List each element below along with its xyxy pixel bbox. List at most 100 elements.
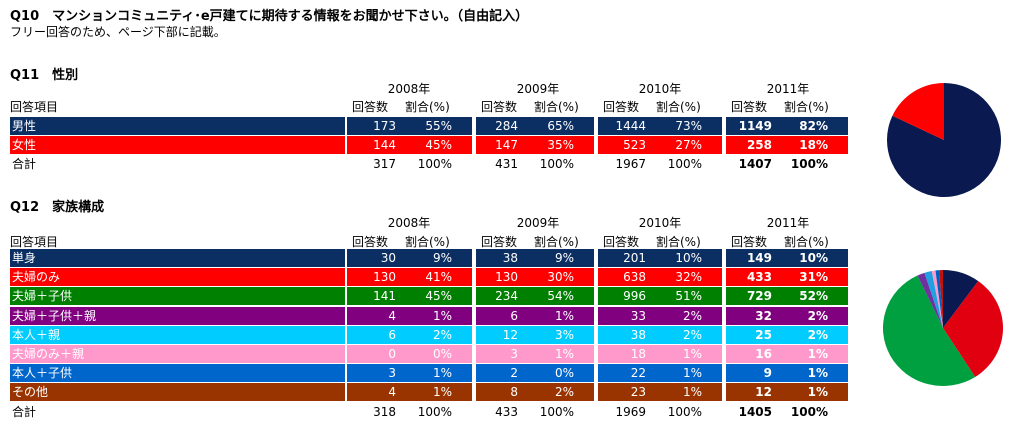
count-value: 32 bbox=[755, 308, 772, 323]
year-cell: 433 31% bbox=[726, 268, 848, 287]
year-cell: 1967 100% bbox=[598, 155, 722, 173]
year-header: 2010年 bbox=[638, 82, 682, 96]
count-header: 回答数 bbox=[481, 100, 518, 114]
count-value: 1407 bbox=[738, 157, 772, 172]
count-value: 25 bbox=[755, 327, 772, 342]
ratio-value: 45% bbox=[425, 289, 452, 304]
table-row: 夫婦のみ＋親 0 0% 3 1% 18 1% 16 1% bbox=[10, 345, 850, 363]
ratio-value: 65% bbox=[547, 119, 574, 133]
pie-slice bbox=[917, 272, 943, 328]
count-value: 173 bbox=[373, 119, 396, 133]
ratio-header: 割合(%) bbox=[534, 235, 579, 249]
pie-slice bbox=[931, 270, 943, 328]
year-cell: 201 10% bbox=[598, 249, 722, 267]
ratio-value: 2% bbox=[807, 327, 828, 342]
count-value: 638 bbox=[623, 270, 646, 285]
year-cell: 1149 82% bbox=[726, 117, 848, 135]
row-label: その他 bbox=[10, 383, 345, 402]
year-cell: 30 9% bbox=[347, 249, 472, 267]
count-value: 1444 bbox=[615, 119, 646, 133]
row-label: 夫婦＋子供 bbox=[10, 287, 345, 306]
table-row: 夫婦のみ 130 41% 130 30% 638 32% 433 31% bbox=[10, 268, 850, 287]
count-value: 38 bbox=[502, 251, 518, 265]
year-cell: 173 55% bbox=[347, 117, 472, 135]
year-cell: 23 1% bbox=[598, 383, 722, 402]
year-cell: 1405 100% bbox=[726, 403, 848, 421]
year-cell: 3 1% bbox=[476, 345, 594, 363]
year-cell: 18 1% bbox=[598, 345, 722, 363]
table-row: 男性 173 55% 284 65% 1444 73% 1149 82% bbox=[10, 117, 850, 135]
ratio-value: 1% bbox=[807, 385, 828, 400]
year-cell: 130 30% bbox=[476, 268, 594, 287]
year-header: 2009年 bbox=[516, 82, 560, 96]
ratio-value: 55% bbox=[425, 119, 452, 133]
count-value: 433 bbox=[746, 270, 772, 285]
year-header: 2010年 bbox=[638, 216, 682, 230]
ratio-value: 32% bbox=[675, 270, 702, 285]
count-value: 3 bbox=[388, 366, 396, 381]
ratio-header: 割合(%) bbox=[534, 100, 579, 114]
ratio-value: 1% bbox=[554, 308, 574, 323]
count-value: 141 bbox=[373, 289, 396, 304]
item-header: 回答項目 bbox=[10, 235, 59, 249]
year-cell: 8 2% bbox=[476, 383, 594, 402]
year-cell: 6 2% bbox=[347, 325, 472, 344]
row-label: 男性 bbox=[10, 117, 345, 135]
year-cell: 1407 100% bbox=[726, 155, 848, 173]
count-header: 回答数 bbox=[603, 100, 640, 114]
year-cell: 130 41% bbox=[347, 268, 472, 287]
ratio-value: 0% bbox=[432, 347, 452, 361]
ratio-value: 9% bbox=[554, 251, 574, 265]
ratio-header: 割合(%) bbox=[405, 235, 450, 249]
count-value: 144 bbox=[373, 138, 396, 153]
year-cell: 0 0% bbox=[347, 345, 472, 363]
year-cell: 9 1% bbox=[726, 364, 848, 383]
count-value: 130 bbox=[373, 270, 396, 285]
year-cell: 38 2% bbox=[598, 325, 722, 344]
table-row: 本人＋子供 3 1% 2 0% 22 1% 9 1% bbox=[10, 364, 850, 383]
q10-note: フリー回答のため、ページ下部に記載。 bbox=[10, 25, 226, 39]
q11-title: Q11 性別 bbox=[10, 68, 79, 83]
count-header: 回答数 bbox=[352, 235, 389, 249]
ratio-value: 100% bbox=[790, 157, 828, 172]
ratio-value: 100% bbox=[417, 157, 452, 172]
count-header: 回答数 bbox=[481, 235, 518, 249]
table-row: 本人＋親 6 2% 12 3% 38 2% 25 2% bbox=[10, 325, 850, 344]
row-label: 女性 bbox=[10, 136, 345, 155]
ratio-value: 35% bbox=[547, 138, 574, 153]
year-cell: 996 51% bbox=[598, 287, 722, 306]
year-cell: 431 100% bbox=[476, 155, 594, 173]
ratio-value: 1% bbox=[682, 366, 702, 381]
count-value: 1405 bbox=[738, 404, 772, 419]
year-cell: 284 65% bbox=[476, 117, 594, 135]
count-value: 12 bbox=[755, 385, 772, 400]
year-cell: 729 52% bbox=[726, 287, 848, 306]
count-header: 回答数 bbox=[603, 235, 640, 249]
total-row: 合計 318 100% 433 100% 1969 100% 1405 100% bbox=[10, 403, 850, 421]
row-label: 夫婦のみ bbox=[10, 268, 345, 287]
ratio-value: 10% bbox=[799, 251, 828, 265]
count-value: 23 bbox=[630, 385, 646, 400]
row-label: 合計 bbox=[12, 404, 37, 419]
table-row: 夫婦＋子供＋親 4 1% 6 1% 33 2% 32 2% bbox=[10, 306, 850, 325]
ratio-value: 31% bbox=[799, 270, 828, 285]
count-value: 996 bbox=[623, 289, 646, 304]
ratio-value: 1% bbox=[432, 308, 452, 323]
year-cell: 258 18% bbox=[726, 136, 848, 155]
year-header: 2011年 bbox=[766, 216, 810, 230]
ratio-value: 1% bbox=[432, 385, 452, 400]
year-cell: 4 1% bbox=[347, 306, 472, 325]
pie-slice bbox=[939, 270, 943, 328]
ratio-value: 100% bbox=[539, 157, 574, 172]
year-cell: 149 10% bbox=[726, 249, 848, 267]
year-cell: 433 100% bbox=[476, 403, 594, 421]
year-cell: 1444 73% bbox=[598, 117, 722, 135]
ratio-value: 9% bbox=[432, 251, 452, 265]
ratio-value: 2% bbox=[682, 327, 702, 342]
q12-title: Q12 家族構成 bbox=[10, 200, 105, 215]
year-cell: 1969 100% bbox=[598, 403, 722, 421]
year-header: 2011年 bbox=[766, 82, 810, 96]
row-label: 本人＋親 bbox=[10, 325, 345, 344]
row-label: 合計 bbox=[12, 157, 37, 172]
